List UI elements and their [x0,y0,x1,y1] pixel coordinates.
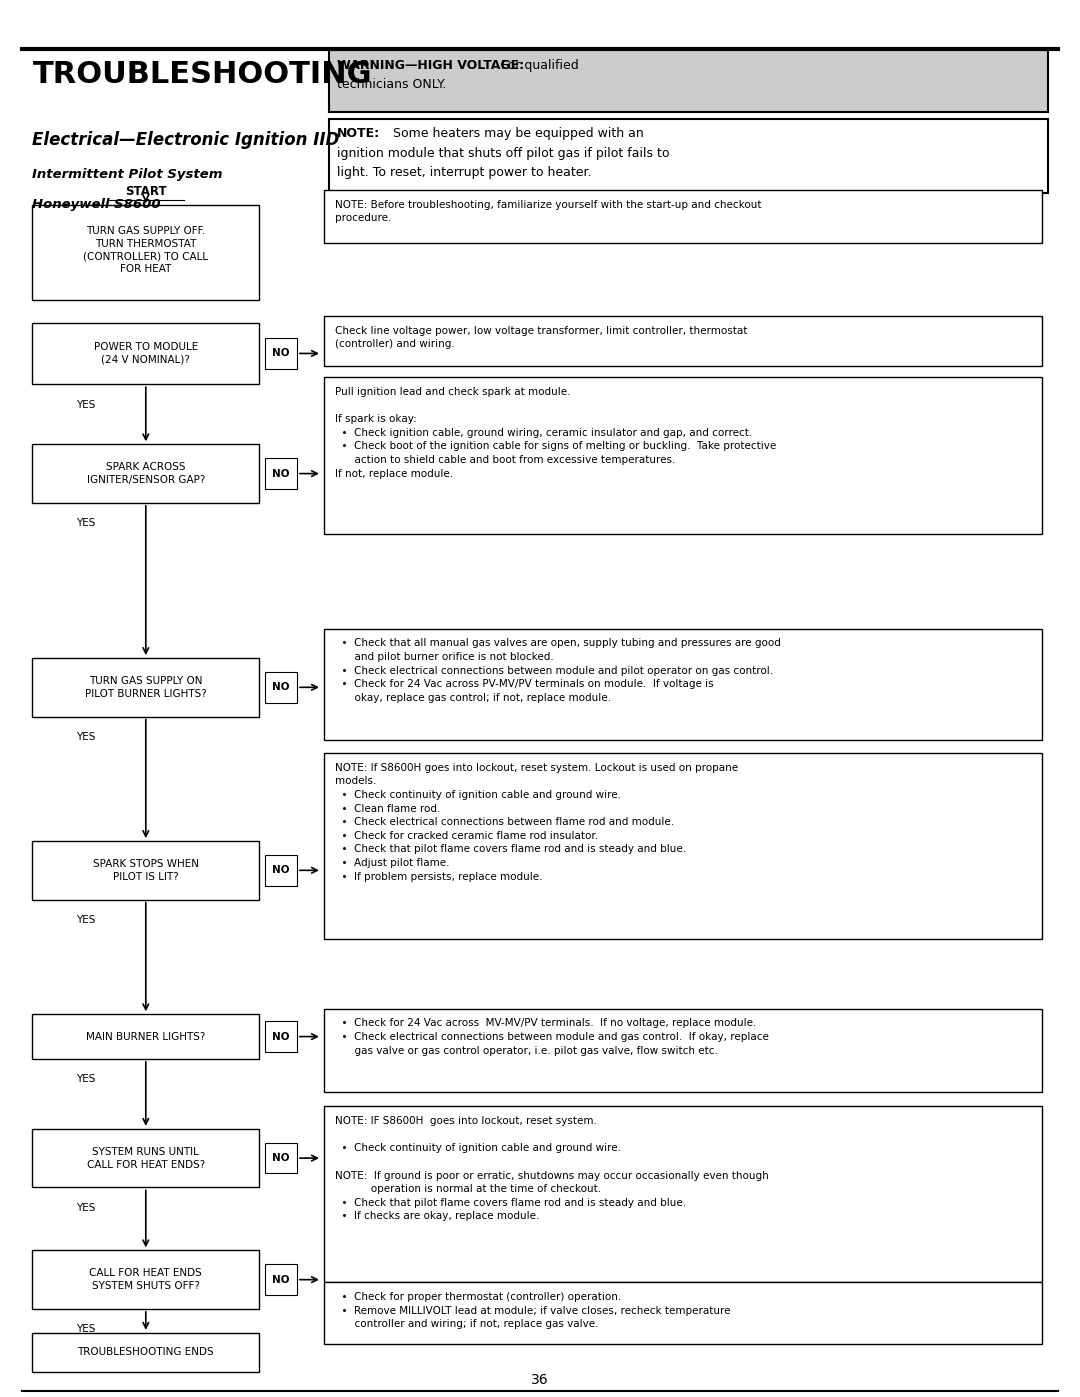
Text: NO: NO [272,682,289,693]
Text: Honeywell S8600: Honeywell S8600 [32,198,161,211]
FancyBboxPatch shape [32,658,259,717]
FancyBboxPatch shape [265,672,297,703]
Text: light. To reset, interrupt power to heater.: light. To reset, interrupt power to heat… [337,166,592,179]
FancyBboxPatch shape [32,841,259,900]
FancyBboxPatch shape [265,855,297,886]
FancyBboxPatch shape [324,377,1042,534]
Text: NOTE: IF S8600H  goes into lockout, reset system.

  •  Check continuity of igni: NOTE: IF S8600H goes into lockout, reset… [335,1116,769,1221]
Text: POWER TO MODULE
(24 V NOMINAL)?: POWER TO MODULE (24 V NOMINAL)? [94,342,198,365]
FancyBboxPatch shape [265,1143,297,1173]
Text: SPARK STOPS WHEN
PILOT IS LIT?: SPARK STOPS WHEN PILOT IS LIT? [93,859,199,882]
Text: Check line voltage power, low voltage transformer, limit controller, thermostat
: Check line voltage power, low voltage tr… [335,326,747,349]
FancyBboxPatch shape [32,444,259,503]
FancyBboxPatch shape [32,1250,259,1309]
Text: YES: YES [76,915,95,925]
Text: Intermittent Pilot System: Intermittent Pilot System [32,168,222,180]
Text: 36: 36 [531,1373,549,1387]
Text: •  Check that all manual gas valves are open, supply tubing and pressures are go: • Check that all manual gas valves are o… [335,638,781,703]
FancyBboxPatch shape [324,190,1042,243]
Text: NO: NO [272,468,289,479]
FancyBboxPatch shape [329,119,1048,193]
FancyBboxPatch shape [324,1106,1042,1282]
Text: NO: NO [272,1274,289,1285]
FancyBboxPatch shape [265,1264,297,1295]
FancyBboxPatch shape [32,1333,259,1372]
Text: YES: YES [76,518,95,528]
Text: TROUBLESHOOTING ENDS: TROUBLESHOOTING ENDS [78,1347,214,1358]
Text: YES: YES [76,1074,95,1084]
Text: NO: NO [272,1031,289,1042]
Text: ignition module that shuts off pilot gas if pilot fails to: ignition module that shuts off pilot gas… [337,147,670,159]
Text: YES: YES [76,1203,95,1213]
Text: NO: NO [272,1153,289,1164]
Text: TROUBLESHOOTING: TROUBLESHOOTING [32,60,372,89]
Text: •  Check for proper thermostat (controller) operation.
  •  Remove MILLIVOLT lea: • Check for proper thermostat (controlle… [335,1292,730,1330]
Text: NOTE:: NOTE: [337,127,380,140]
Text: •  Check for 24 Vac across  MV-MV/PV terminals.  If no voltage, replace module.
: • Check for 24 Vac across MV-MV/PV termi… [335,1018,769,1056]
FancyBboxPatch shape [32,1129,259,1187]
Text: SYSTEM RUNS UNTIL
CALL FOR HEAT ENDS?: SYSTEM RUNS UNTIL CALL FOR HEAT ENDS? [86,1147,205,1169]
FancyBboxPatch shape [324,753,1042,939]
Text: YES: YES [76,1324,95,1334]
FancyBboxPatch shape [324,629,1042,740]
FancyBboxPatch shape [324,1009,1042,1092]
FancyBboxPatch shape [32,205,259,300]
Text: Electrical—Electronic Ignition IID: Electrical—Electronic Ignition IID [32,131,339,149]
Text: NOTE: Before troubleshooting, familiarize yourself with the start-up and checkou: NOTE: Before troubleshooting, familiariz… [335,200,761,224]
FancyBboxPatch shape [32,1014,259,1059]
Text: YES: YES [76,732,95,742]
Text: NO: NO [272,865,289,876]
Text: START: START [125,186,166,198]
FancyBboxPatch shape [324,316,1042,366]
FancyBboxPatch shape [265,458,297,489]
Text: Pull ignition lead and check spark at module.

If spark is okay:
  •  Check igni: Pull ignition lead and check spark at mo… [335,387,777,479]
Text: Some heaters may be equipped with an: Some heaters may be equipped with an [389,127,644,140]
Text: SPARK ACROSS
IGNITER/SENSOR GAP?: SPARK ACROSS IGNITER/SENSOR GAP? [86,462,205,485]
Text: NO: NO [272,348,289,359]
Text: For qualified: For qualified [497,59,579,71]
FancyBboxPatch shape [265,1021,297,1052]
Text: YES: YES [76,400,95,409]
Text: technicians ONLY.: technicians ONLY. [337,78,446,91]
Text: WARNING—HIGH VOLTAGE:: WARNING—HIGH VOLTAGE: [337,59,524,71]
FancyBboxPatch shape [324,1282,1042,1344]
FancyBboxPatch shape [265,338,297,369]
Text: NOTE: If S8600H goes into lockout, reset system. Lockout is used on propane
mode: NOTE: If S8600H goes into lockout, reset… [335,763,738,882]
Text: TURN GAS SUPPLY OFF.
TURN THERMOSTAT
(CONTROLLER) TO CALL
FOR HEAT: TURN GAS SUPPLY OFF. TURN THERMOSTAT (CO… [83,226,208,274]
FancyBboxPatch shape [32,323,259,384]
Text: CALL FOR HEAT ENDS
SYSTEM SHUTS OFF?: CALL FOR HEAT ENDS SYSTEM SHUTS OFF? [90,1268,202,1291]
Text: TURN GAS SUPPLY ON
PILOT BURNER LIGHTS?: TURN GAS SUPPLY ON PILOT BURNER LIGHTS? [85,676,206,698]
Text: MAIN BURNER LIGHTS?: MAIN BURNER LIGHTS? [86,1031,205,1042]
FancyBboxPatch shape [329,49,1048,112]
